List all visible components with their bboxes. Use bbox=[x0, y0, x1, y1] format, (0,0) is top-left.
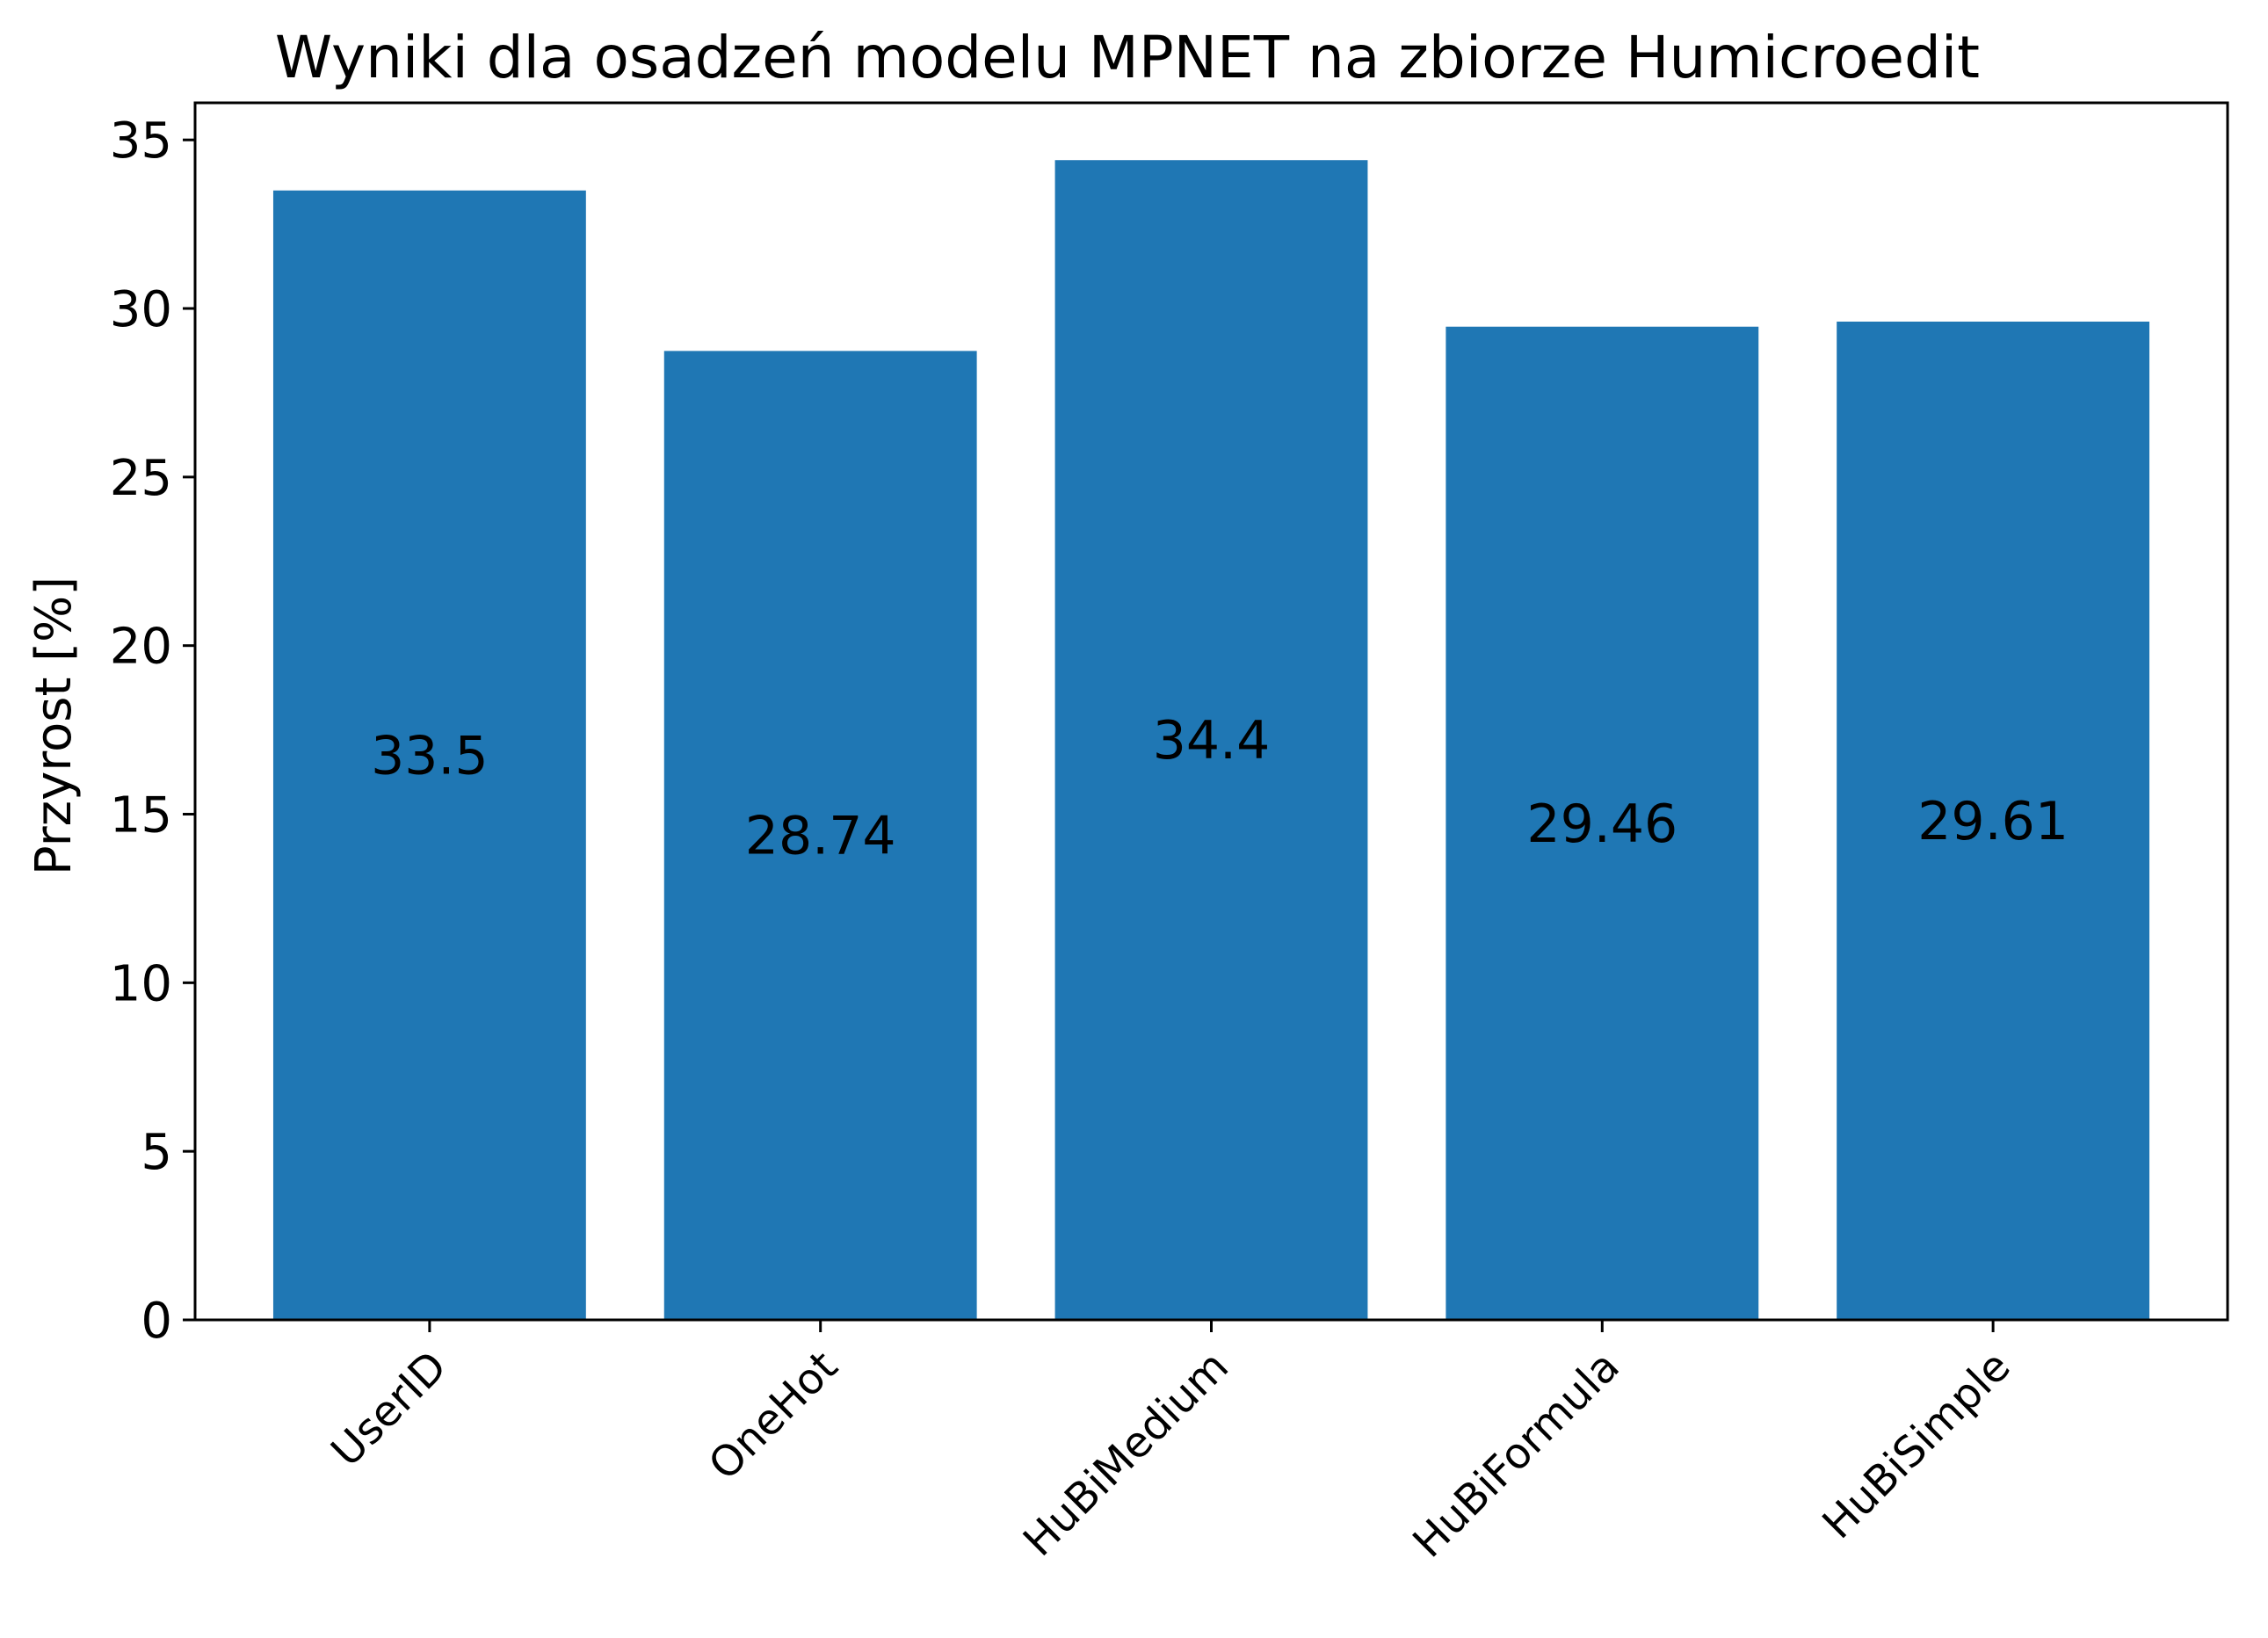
y-tick-label: 35 bbox=[110, 112, 172, 170]
x-tick-label: HuBiSimple bbox=[1813, 1342, 2019, 1548]
bar-value-label: 28.74 bbox=[745, 806, 896, 867]
y-tick-label: 15 bbox=[110, 787, 172, 844]
bar-userid bbox=[272, 190, 586, 1320]
bar-hubiformula bbox=[1446, 326, 1759, 1320]
x-tick-label: HuBiFormula bbox=[1403, 1342, 1629, 1568]
y-axis-label: Przyrost [%] bbox=[25, 576, 83, 875]
y-tick-label: 25 bbox=[110, 450, 172, 507]
bar-hubimedium bbox=[1054, 160, 1368, 1321]
bar-value-label: 34.4 bbox=[1153, 710, 1271, 772]
chart-title: Wyniki dla osadzeń modelu MPNET na zbior… bbox=[275, 24, 1980, 91]
x-tick-label: HuBiMedium bbox=[1014, 1342, 1238, 1566]
bar-labels-group: 33.5 28.74 34.4 29.46 29.61 bbox=[371, 710, 2069, 867]
y-tick-label: 30 bbox=[110, 281, 172, 338]
bar-value-label: 29.46 bbox=[1526, 794, 1677, 855]
bar-hubisimple bbox=[1837, 321, 2150, 1321]
x-axis-ticks: UserID OneHot HuBiMedium HuBiFormula HuBiSim… bbox=[322, 1320, 2020, 1568]
bars-group bbox=[272, 160, 2150, 1321]
plot-frame bbox=[193, 101, 2229, 1322]
y-axis-ticks: 0 5 10 15 20 25 30 35 bbox=[110, 112, 195, 1350]
x-tick-label: UserID bbox=[322, 1342, 456, 1476]
y-tick-label: 20 bbox=[110, 619, 172, 676]
bar-value-label: 29.61 bbox=[1917, 791, 2069, 852]
x-tick-label: OneHot bbox=[699, 1342, 847, 1489]
bar-onehot bbox=[663, 351, 977, 1320]
y-tick-label: 0 bbox=[141, 1293, 172, 1350]
y-tick-label: 5 bbox=[141, 1124, 172, 1181]
y-tick-label: 10 bbox=[110, 955, 172, 1012]
bar-value-label: 33.5 bbox=[371, 725, 489, 786]
